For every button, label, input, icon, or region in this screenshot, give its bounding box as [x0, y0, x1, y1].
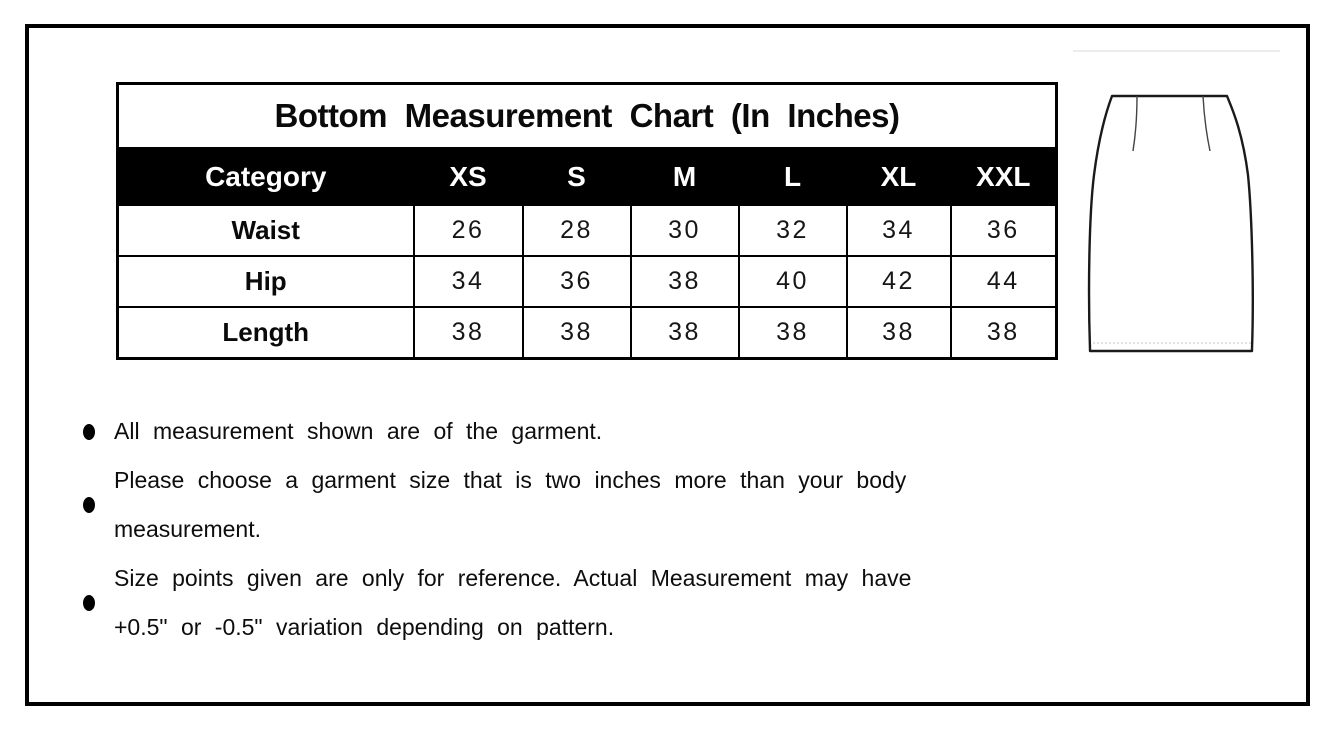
pencil-skirt-front-view-icon: [1087, 94, 1254, 353]
waist-m: 30: [629, 204, 740, 257]
notes-list: All measurement shown are of the garment…: [83, 407, 1083, 652]
hip-xs: 34: [412, 255, 524, 308]
length-xl: 38: [845, 306, 952, 360]
note-line: All measurement shown are of the garment…: [114, 418, 603, 444]
hip-xl: 42: [845, 255, 952, 308]
length-s: 38: [521, 306, 632, 360]
list-item: Please choose a garment size that is two…: [83, 456, 1083, 554]
table-row-waist: Waist 26 28 30 32 34 36: [116, 204, 1058, 257]
note-line: Size points given are only for reference…: [114, 565, 912, 591]
note-text: Size points given are only for reference…: [114, 554, 911, 652]
hip-m: 38: [629, 255, 740, 308]
hip-xxl: 44: [949, 255, 1058, 308]
note-text: All measurement shown are of the garment…: [114, 407, 602, 456]
length-xxl: 38: [949, 306, 1058, 360]
col-header-l: L: [737, 147, 848, 206]
length-xs: 38: [412, 306, 524, 360]
hip-s: 36: [521, 255, 632, 308]
note-line: +0.5" or -0.5" variation depending on pa…: [114, 614, 615, 640]
measurement-table: Bottom Measurement Chart (In Inches) Cat…: [116, 82, 1058, 360]
col-header-xxl: XXL: [949, 147, 1058, 206]
note-line: measurement.: [114, 516, 262, 542]
length-m: 38: [629, 306, 740, 360]
list-item: Size points given are only for reference…: [83, 554, 1083, 652]
chart-title: Bottom Measurement Chart (In Inches): [116, 82, 1058, 149]
col-header-xs: XS: [412, 147, 524, 206]
row-label-length: Length: [116, 306, 415, 360]
col-header-s: S: [521, 147, 632, 206]
illustration-edge-artifact: [1073, 50, 1280, 52]
waist-xl: 34: [845, 204, 952, 257]
bullet-dot-icon: [83, 497, 95, 513]
bullet-dot-icon: [83, 595, 95, 611]
waist-l: 32: [737, 204, 848, 257]
note-text: Please choose a garment size that is two…: [114, 456, 906, 554]
row-label-waist: Waist: [116, 204, 415, 257]
hip-l: 40: [737, 255, 848, 308]
waist-xs: 26: [412, 204, 524, 257]
length-l: 38: [737, 306, 848, 360]
table-row-hip: Hip 34 36 38 40 42 44: [116, 255, 1058, 308]
waist-s: 28: [521, 204, 632, 257]
col-header-xl: XL: [845, 147, 952, 206]
table-header-row: Category XS S M L XL XXL: [116, 147, 1058, 206]
col-header-m: M: [629, 147, 740, 206]
bullet-dot-icon: [83, 423, 95, 440]
table-title-row: Bottom Measurement Chart (In Inches): [116, 82, 1058, 149]
waist-xxl: 36: [949, 204, 1058, 257]
row-label-hip: Hip: [116, 255, 415, 308]
list-item: All measurement shown are of the garment…: [83, 407, 1083, 456]
col-header-category: Category: [116, 147, 415, 206]
note-line: Please choose a garment size that is two…: [114, 467, 907, 493]
table-row-length: Length 38 38 38 38 38 38: [116, 306, 1058, 360]
